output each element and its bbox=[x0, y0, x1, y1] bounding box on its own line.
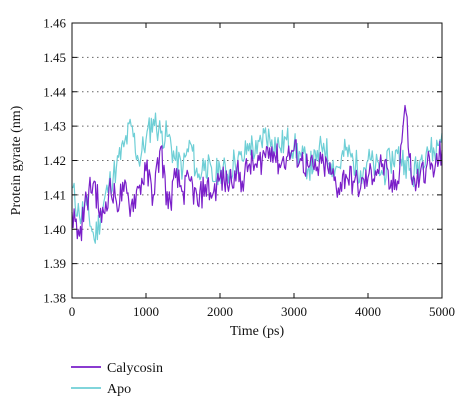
x-tick-label: 2000 bbox=[207, 304, 233, 319]
y-tick-label: 1.46 bbox=[43, 16, 66, 31]
x-axis-title: Time (ps) bbox=[230, 324, 285, 339]
x-tick-label: 1000 bbox=[133, 304, 159, 319]
y-tick-labels: 1.38 1.39 1.40 1.41 1.42 1.43 1.44 1.45 1.46 bbox=[43, 16, 66, 306]
legend-label-apo: Apo bbox=[107, 382, 131, 397]
y-tick-label: 1.42 bbox=[43, 153, 66, 168]
legend: Calycosin Apo bbox=[71, 361, 163, 397]
y-axis-title: Protein gyrate (nm) bbox=[9, 105, 24, 215]
axis-ticks bbox=[71, 22, 443, 299]
y-tick-label: 1.39 bbox=[43, 256, 66, 271]
legend-label-calycosin: Calycosin bbox=[107, 361, 163, 376]
y-tick-label: 1.44 bbox=[43, 84, 66, 99]
series-line-apo bbox=[71, 112, 443, 244]
x-tick-labels: 0 1000 2000 3000 4000 5000 bbox=[69, 304, 455, 319]
y-tick-label: 1.38 bbox=[43, 291, 66, 306]
y-tick-label: 1.43 bbox=[43, 119, 66, 134]
series-line-calycosin bbox=[71, 104, 443, 242]
y-tick-label: 1.45 bbox=[43, 50, 66, 65]
x-tick-label: 0 bbox=[69, 304, 76, 319]
x-tick-label: 3000 bbox=[281, 304, 307, 319]
y-tick-label: 1.40 bbox=[43, 222, 66, 237]
x-tick-label: 5000 bbox=[429, 304, 455, 319]
y-tick-label: 1.41 bbox=[43, 187, 66, 202]
plot-series bbox=[71, 104, 443, 244]
x-tick-label: 4000 bbox=[355, 304, 381, 319]
grid bbox=[72, 56, 442, 265]
